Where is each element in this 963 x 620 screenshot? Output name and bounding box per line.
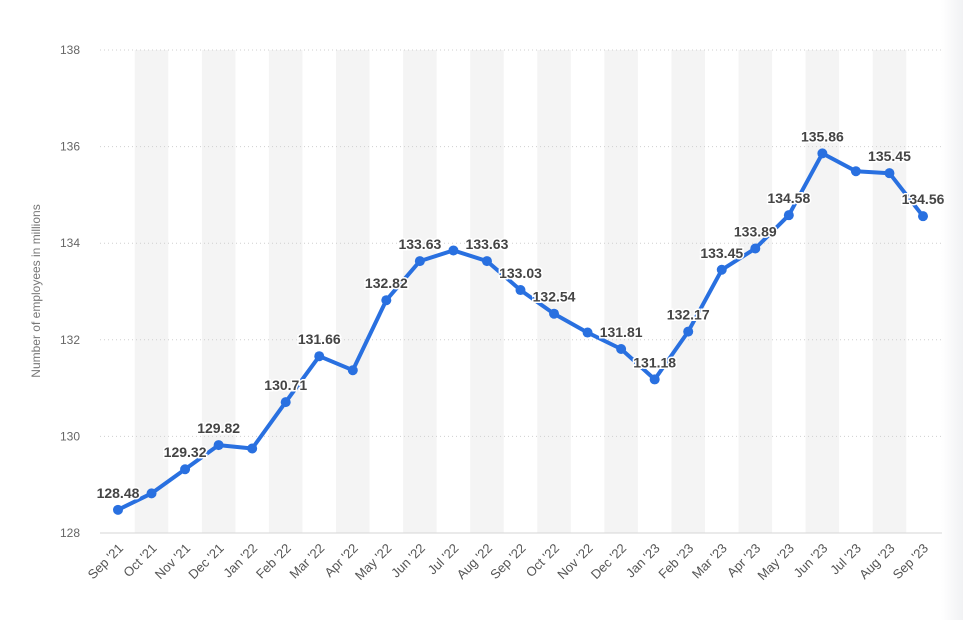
x-tick-label: Dec '21 xyxy=(185,541,226,582)
data-point xyxy=(649,374,660,385)
data-point xyxy=(582,327,593,338)
data-label: 132.54 xyxy=(533,289,576,305)
data-label: 133.63 xyxy=(466,236,509,252)
x-tick-label: Aug '23 xyxy=(856,541,897,582)
data-label: 128.48 xyxy=(97,485,140,501)
data-label: 131.18 xyxy=(633,354,676,370)
data-point xyxy=(716,264,727,275)
x-tick-label: Sep '21 xyxy=(85,541,126,582)
data-point xyxy=(213,440,224,451)
data-point xyxy=(549,308,560,319)
column-band xyxy=(738,50,773,533)
x-tick-label: Aug '22 xyxy=(454,541,495,582)
column-band xyxy=(268,50,303,533)
data-point xyxy=(347,365,358,376)
x-tick-label: Dec '22 xyxy=(588,541,629,582)
y-tick-label: 134 xyxy=(60,236,80,250)
data-point xyxy=(850,166,861,177)
data-label: 135.86 xyxy=(801,128,844,144)
x-tick-label: Nov '22 xyxy=(554,541,595,582)
data-point xyxy=(918,211,928,222)
x-tick-label: Jan '22 xyxy=(220,541,260,581)
data-point xyxy=(381,295,392,306)
y-tick-label: 136 xyxy=(60,140,80,154)
column-band xyxy=(134,50,169,533)
data-point xyxy=(113,504,123,515)
data-point xyxy=(414,256,425,267)
x-tick-label: Jun '22 xyxy=(388,541,428,581)
data-label: 129.32 xyxy=(164,444,207,460)
data-point xyxy=(884,168,895,179)
data-point xyxy=(180,464,191,475)
data-label: 131.81 xyxy=(600,324,643,340)
data-point xyxy=(280,397,291,408)
data-label: 130.71 xyxy=(264,377,307,393)
x-tick-label: Jun '23 xyxy=(791,541,831,581)
y-tick-label: 138 xyxy=(60,43,80,57)
x-tick-label: Nov '21 xyxy=(152,541,193,582)
data-label: 133.45 xyxy=(700,245,743,261)
data-points xyxy=(113,148,928,515)
data-label: 135.45 xyxy=(868,148,911,164)
data-point xyxy=(314,351,325,362)
column-band xyxy=(537,50,571,533)
data-label: 133.89 xyxy=(734,224,777,240)
column-band xyxy=(470,50,504,533)
y-tick-label: 130 xyxy=(60,429,80,443)
x-tick-label: Mar '23 xyxy=(689,541,730,582)
y-axis-label: Number of employees in millions xyxy=(29,204,43,377)
y-tick-label: 132 xyxy=(60,333,80,347)
column-band xyxy=(872,50,907,533)
x-tick-label: Sep '23 xyxy=(890,541,931,582)
x-tick-label: Feb '23 xyxy=(655,541,696,582)
data-point xyxy=(146,488,157,499)
data-label: 131.66 xyxy=(298,331,341,347)
data-point xyxy=(515,285,526,296)
alternating-column-bands xyxy=(134,50,907,533)
data-point xyxy=(616,343,627,354)
column-band xyxy=(671,50,705,533)
y-axis-ticks: 128 130 132 134 136 138 xyxy=(60,43,80,540)
column-band xyxy=(403,50,437,533)
data-point xyxy=(750,243,761,254)
data-point xyxy=(783,210,794,221)
column-band xyxy=(336,50,370,533)
y-tick-label: 128 xyxy=(60,526,80,540)
data-label: 133.63 xyxy=(398,236,441,252)
x-tick-label: Jan '23 xyxy=(623,541,663,581)
column-band xyxy=(201,50,236,533)
x-tick-label: May '23 xyxy=(754,541,797,584)
gridlines xyxy=(100,49,942,534)
column-band xyxy=(805,50,840,533)
data-label: 133.03 xyxy=(499,265,542,281)
data-label: 132.17 xyxy=(667,307,710,323)
data-label: 132.82 xyxy=(365,275,408,291)
x-tick-label: Mar '22 xyxy=(286,541,327,582)
data-labels: 128.48 129.32 129.82 130.71 131.66 132.82 133.… xyxy=(95,127,946,502)
x-tick-label: Sep '22 xyxy=(487,541,528,582)
data-point xyxy=(817,148,828,159)
column-band xyxy=(604,50,638,533)
data-point xyxy=(481,256,492,267)
data-label: 134.58 xyxy=(767,190,810,206)
data-label: 129.82 xyxy=(197,420,240,436)
x-tick-label: May '22 xyxy=(352,541,395,584)
data-label: 134.56 xyxy=(902,191,945,207)
series-line xyxy=(116,151,925,512)
x-tick-label: Feb '22 xyxy=(253,541,294,582)
data-point xyxy=(683,326,694,337)
data-point xyxy=(448,245,459,256)
right-edge-shade xyxy=(941,0,963,620)
data-point xyxy=(247,443,258,454)
